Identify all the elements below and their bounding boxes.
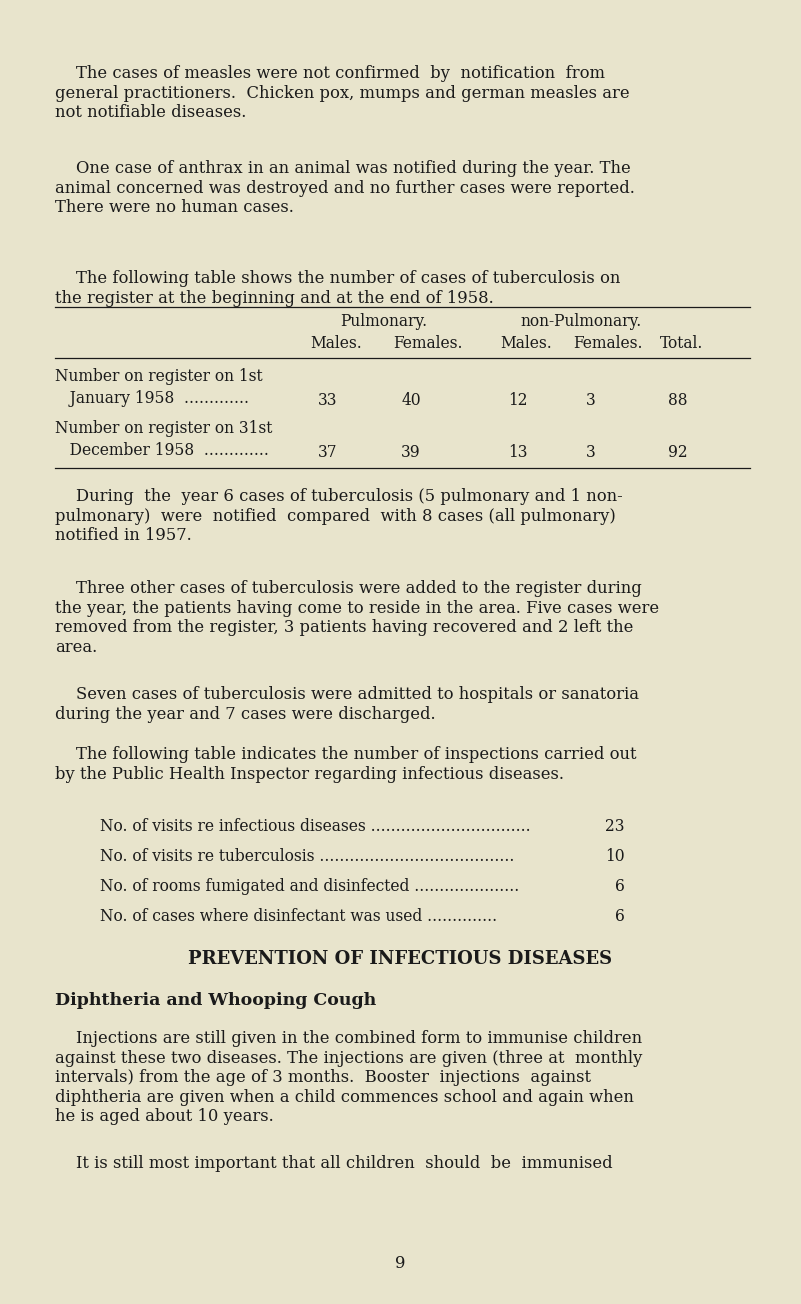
Text: 23: 23 bbox=[606, 818, 625, 835]
Text: During  the  year 6 cases of tuberculosis (5 pulmonary and 1 non-
pulmonary)  we: During the year 6 cases of tuberculosis … bbox=[55, 488, 622, 544]
Text: 92: 92 bbox=[668, 443, 688, 462]
Text: 88: 88 bbox=[668, 393, 688, 409]
Text: January 1958  .............: January 1958 ............. bbox=[55, 390, 249, 407]
Text: Injections are still given in the combined form to immunise children
against the: Injections are still given in the combin… bbox=[55, 1030, 642, 1125]
Text: 6: 6 bbox=[615, 878, 625, 895]
Text: 6: 6 bbox=[615, 908, 625, 925]
Text: 40: 40 bbox=[401, 393, 421, 409]
Text: 13: 13 bbox=[509, 443, 528, 462]
Text: 33: 33 bbox=[318, 393, 338, 409]
Text: No. of visits re tuberculosis .......................................: No. of visits re tuberculosis ..........… bbox=[100, 848, 514, 865]
Text: Number on register on 31st: Number on register on 31st bbox=[55, 420, 272, 437]
Text: Pulmonary.: Pulmonary. bbox=[340, 313, 427, 330]
Text: Number on register on 1st: Number on register on 1st bbox=[55, 368, 263, 385]
Text: 3: 3 bbox=[586, 443, 596, 462]
Text: 3: 3 bbox=[586, 393, 596, 409]
Text: The following table indicates the number of inspections carried out
by the Publi: The following table indicates the number… bbox=[55, 746, 637, 782]
Text: The cases of measles were not confirmed  by  notification  from
general practiti: The cases of measles were not confirmed … bbox=[55, 65, 630, 121]
Text: One case of anthrax in an animal was notified during the year. The
animal concer: One case of anthrax in an animal was not… bbox=[55, 160, 635, 216]
Text: No. of rooms fumigated and disinfected .....................: No. of rooms fumigated and disinfected .… bbox=[100, 878, 519, 895]
Text: It is still most important that all children  should  be  immunised: It is still most important that all chil… bbox=[55, 1155, 613, 1172]
Text: Females.: Females. bbox=[573, 335, 642, 352]
Text: No. of visits re infectious diseases ................................: No. of visits re infectious diseases ...… bbox=[100, 818, 530, 835]
Text: Total.: Total. bbox=[660, 335, 703, 352]
Text: 39: 39 bbox=[401, 443, 421, 462]
Text: Males.: Males. bbox=[310, 335, 362, 352]
Text: No. of cases where disinfectant was used ..............: No. of cases where disinfectant was used… bbox=[100, 908, 497, 925]
Text: Three other cases of tuberculosis were added to the register during
the year, th: Three other cases of tuberculosis were a… bbox=[55, 580, 659, 656]
Text: Females.: Females. bbox=[393, 335, 462, 352]
Text: 12: 12 bbox=[509, 393, 528, 409]
Text: non-Pulmonary.: non-Pulmonary. bbox=[520, 313, 642, 330]
Text: Seven cases of tuberculosis were admitted to hospitals or sanatoria
during the y: Seven cases of tuberculosis were admitte… bbox=[55, 686, 639, 722]
Text: Males.: Males. bbox=[500, 335, 552, 352]
Text: 10: 10 bbox=[606, 848, 625, 865]
Text: PREVENTION OF INFECTIOUS DISEASES: PREVENTION OF INFECTIOUS DISEASES bbox=[188, 951, 613, 968]
Text: 37: 37 bbox=[318, 443, 338, 462]
Text: 9: 9 bbox=[395, 1254, 406, 1271]
Text: Diphtheria and Whooping Cough: Diphtheria and Whooping Cough bbox=[55, 992, 376, 1009]
Text: December 1958  .............: December 1958 ............. bbox=[55, 442, 269, 459]
Text: The following table shows the number of cases of tuberculosis on
the register at: The following table shows the number of … bbox=[55, 270, 621, 306]
